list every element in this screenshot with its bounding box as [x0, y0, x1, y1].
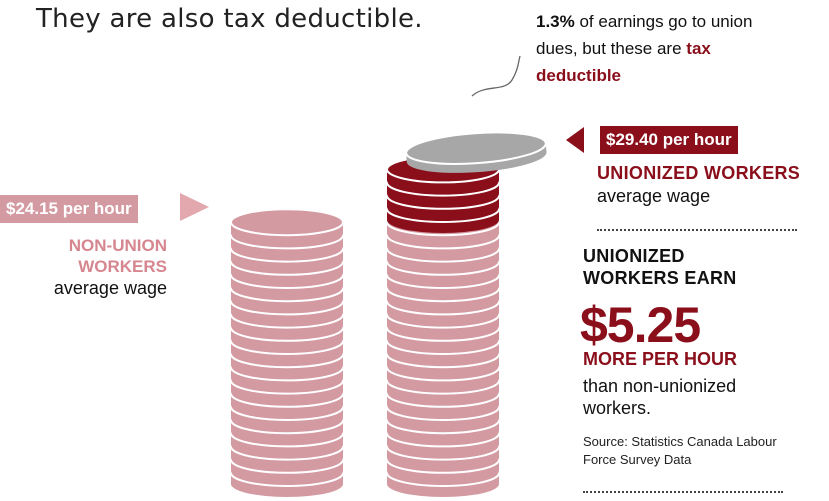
dues-text: of earnings go to union dues, but these … [536, 12, 753, 58]
dues-highlight: tax deductible [536, 39, 711, 85]
dues-percent: 1.3% [536, 12, 575, 31]
nonunion-coin-stack [230, 208, 344, 497]
dues-coin-shape [405, 131, 547, 173]
summary-more: MORE PER HOUR [583, 349, 738, 369]
union-subtitle: average wage [597, 186, 711, 206]
dues-callout-line [471, 55, 521, 97]
union-coin-stack [386, 131, 547, 497]
union-arrow-icon [566, 127, 584, 153]
divider-bottom [583, 491, 783, 493]
union-wage-tag: $29.40 per hour [600, 126, 738, 154]
union-title: UNIONIZED WORKERS [597, 163, 801, 183]
divider-top [597, 229, 797, 231]
nonunion-coin [230, 208, 344, 247]
nonunion-wage-tag: $24.15 per hour [0, 195, 138, 223]
nonunion-title: NON-UNION WORKERS [68, 236, 167, 276]
nonunion-arrow-icon [180, 193, 209, 221]
summary-heading: UNIONIZED WORKERS EARN [583, 246, 737, 288]
source-note: Source: Statistics Canada Labour Force S… [583, 434, 777, 467]
nonunion-subtitle: average wage [53, 278, 167, 298]
summary-than: than non-unionized workers. [583, 376, 737, 418]
dues-coin [405, 131, 547, 173]
summary-amount: $5.25 [580, 297, 701, 353]
dues-note: 1.3% of earnings go to union dues, but t… [536, 8, 786, 89]
intro-text: They are also tax deductible. [36, 4, 423, 34]
